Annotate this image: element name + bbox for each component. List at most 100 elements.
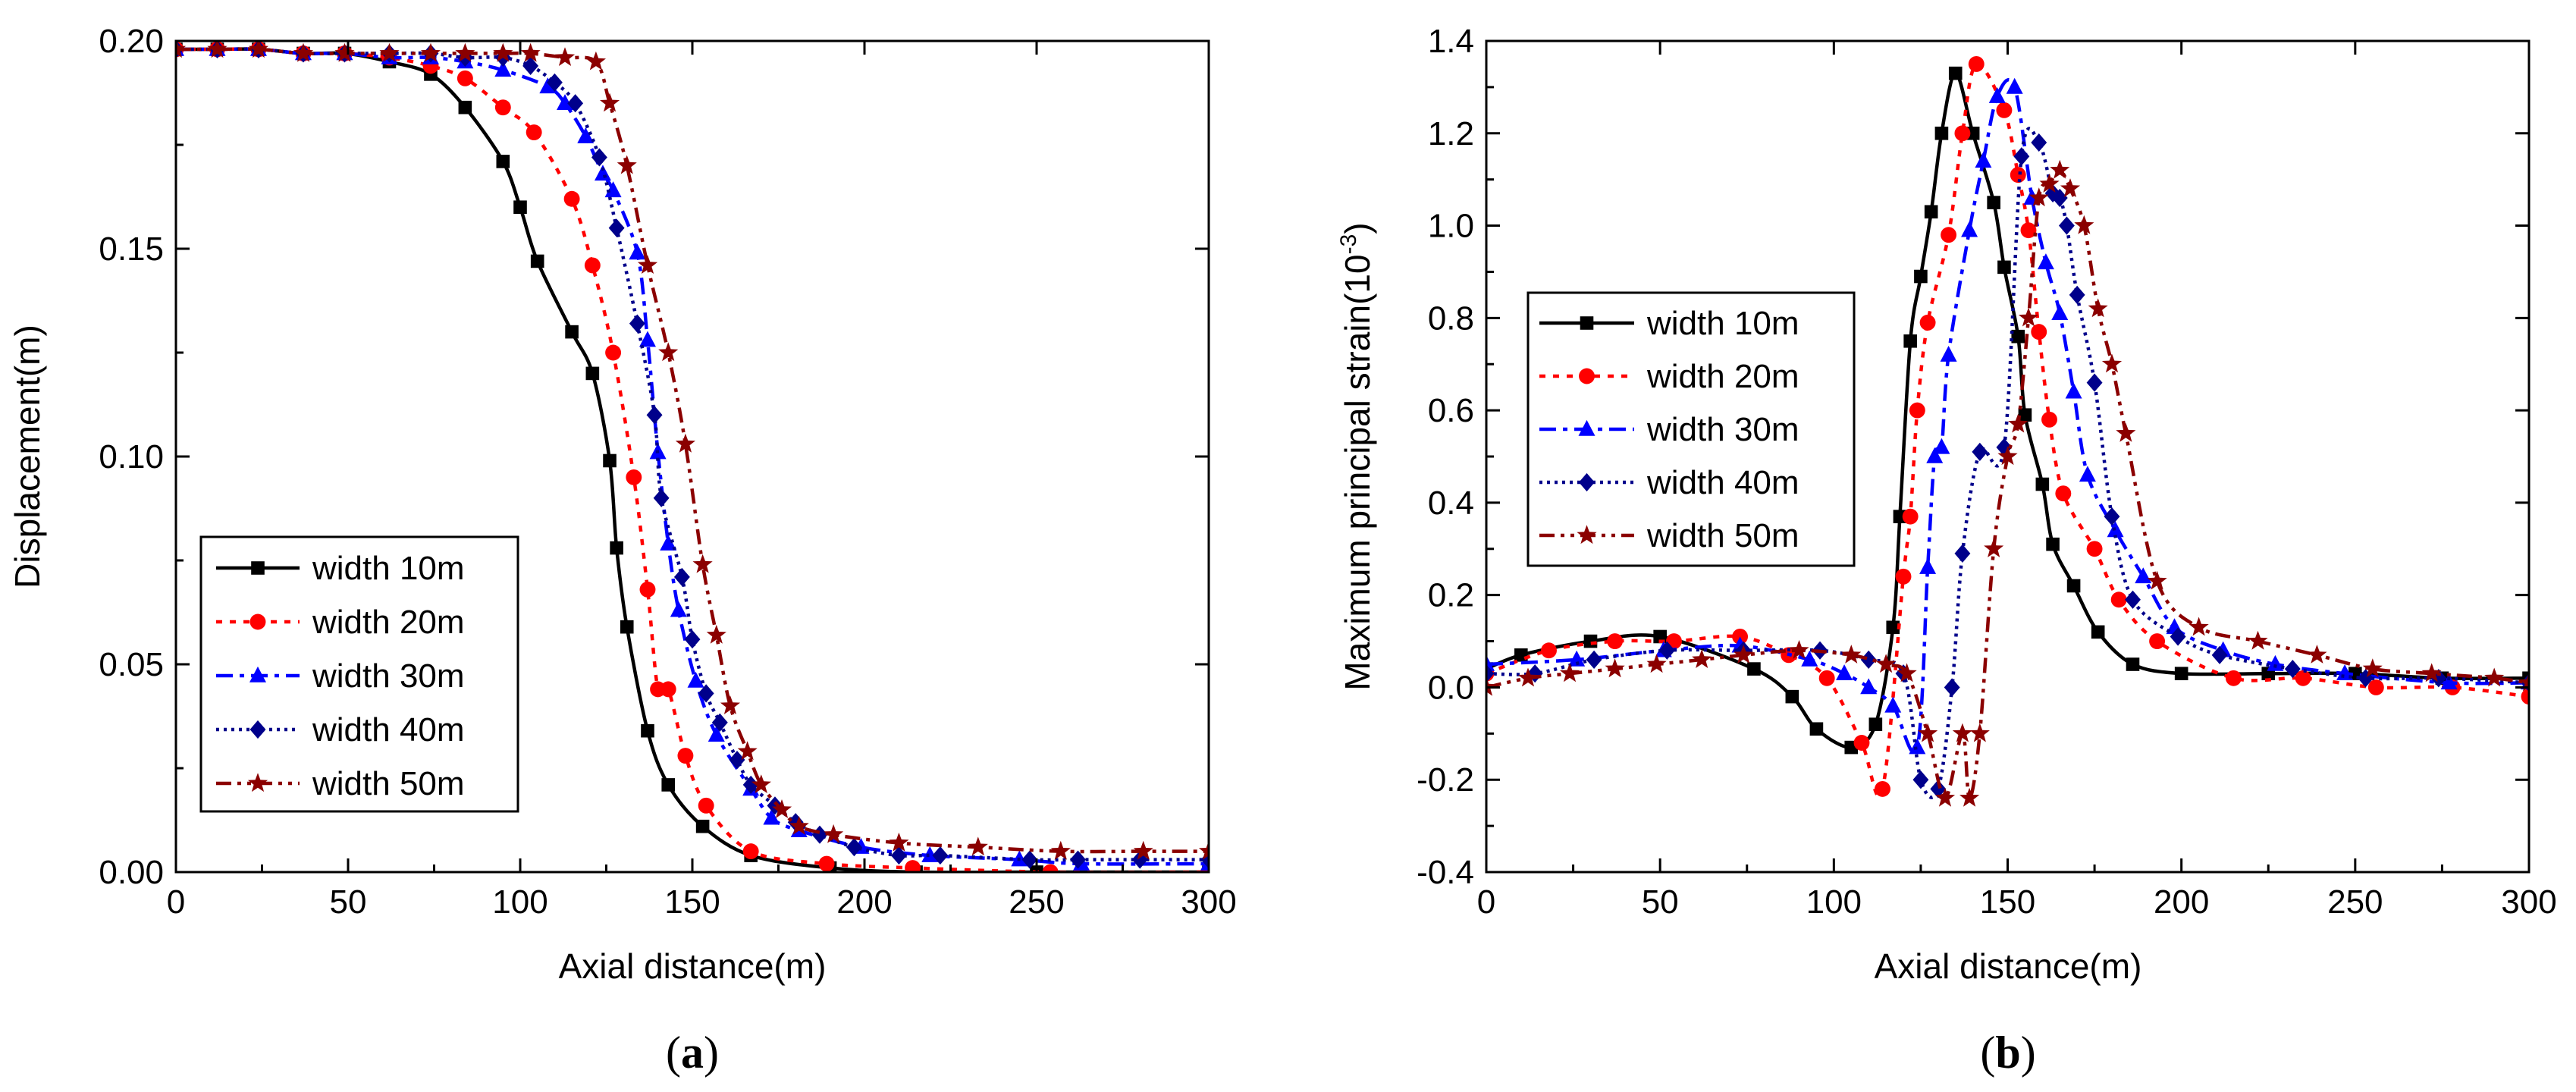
data-point-5-25-a (824, 824, 844, 843)
data-point-2-28-b (2367, 679, 2384, 695)
data-point-5-7-a (420, 42, 441, 62)
data-point-4-10-a (522, 56, 539, 75)
y-axis-title-b: Maximum principal strain(10-3) (1336, 222, 1377, 690)
data-point-5-17-a (675, 433, 695, 453)
data-point-3-5-b (1801, 650, 1818, 667)
data-point-2-9-a (494, 99, 511, 116)
data-point-3-22-b (2079, 466, 2096, 482)
panel-label-close-a: ) (704, 1028, 719, 1078)
data-point-2-21-a (818, 855, 835, 872)
legend-marker-5-a (247, 773, 268, 792)
panel-label-a: (a) (666, 1028, 719, 1078)
data-point-1-5-b (1747, 662, 1761, 676)
data-point-1-8-a (458, 100, 472, 115)
x-tick-label-b: 250 (2327, 883, 2383, 921)
data-point-5-11-a (554, 47, 576, 66)
series-4-a (176, 41, 1209, 869)
data-point-4-29-a (932, 846, 949, 865)
legend-marker-5-b (1577, 525, 1597, 544)
data-point-2-14-b (1941, 227, 1957, 243)
x-tick-label-b: 300 (2501, 883, 2556, 921)
x-tick-label-b: 200 (2154, 883, 2209, 921)
data-point-5-16-b (1969, 723, 1990, 742)
data-point-1-12-a (565, 325, 579, 339)
data-point-3-27-b (2267, 654, 2284, 671)
data-point-4-24-b (2170, 627, 2186, 646)
data-point-5-12-b (1918, 723, 1938, 742)
data-point-5-1-a (176, 41, 187, 58)
data-point-2-26-b (2225, 670, 2242, 686)
data-point-1-27-b (2174, 667, 2189, 680)
data-point-5-18-a (692, 554, 713, 573)
y-axis-title-exponent-b: -3 (1336, 234, 1361, 255)
data-point-4-24-a (767, 796, 783, 815)
data-point-3-28-b (2336, 664, 2354, 680)
series-layer-b (1486, 55, 2529, 807)
data-point-5-24-a (789, 816, 809, 835)
data-point-1-15-b (1934, 126, 1949, 140)
data-point-3-9-a (494, 61, 512, 77)
data-point-2-20-b (2031, 324, 2047, 340)
chart-panel-b: 0 50 100 150 200 250 300 -0.4-0.20.00.20.40.60… (1336, 23, 2557, 1078)
data-point-4-17-a (653, 488, 670, 507)
legend-marker-1-a (251, 561, 265, 575)
data-point-4-20-b (2069, 285, 2085, 304)
legend-entry-3-a: width 30m (216, 657, 465, 695)
data-point-5-6-a (379, 42, 400, 62)
data-point-5-7-b (1734, 645, 1754, 664)
data-point-4-7-b (1860, 650, 1877, 670)
data-point-5-14-b (1952, 723, 1972, 742)
data-point-1-6-b (1785, 689, 1799, 704)
legend-entry-5-a: width 50m (216, 765, 465, 802)
panel-label-open-a: ( (666, 1028, 681, 1078)
data-point-5-11-b (1897, 663, 1917, 682)
data-point-2-20-a (742, 843, 759, 860)
data-point-5-26-a (889, 832, 909, 852)
legend-entry-1-a: width 10m (216, 550, 465, 587)
legend-label-1-a: width 10m (312, 550, 465, 587)
data-point-2-10-b (1895, 568, 1912, 585)
data-point-1-13-a (585, 366, 600, 381)
data-point-2-18-b (2010, 167, 2026, 184)
data-point-5-3-a (248, 41, 268, 58)
data-point-5-26-b (2088, 298, 2108, 318)
data-point-2-21-b (2041, 411, 2057, 428)
data-point-4-22-b (2104, 507, 2120, 526)
data-point-3-13-b (1940, 345, 1957, 362)
x-tick-label-a: 200 (836, 883, 892, 921)
legend-label-2-a: width 20m (312, 604, 465, 641)
data-point-4-11-a (546, 73, 563, 92)
y-tick-label-b: 1.4 (1428, 23, 1474, 60)
data-point-4-32-a (1131, 850, 1148, 869)
data-point-3-21-a (708, 726, 725, 742)
data-point-4-16-b (2031, 133, 2047, 152)
data-point-3-15-a (629, 243, 646, 260)
data-point-3-7-b (1860, 678, 1878, 695)
data-point-4-9-b (1912, 770, 1929, 789)
data-point-3-20-b (2051, 304, 2069, 321)
data-point-4-19-b (2058, 216, 2075, 235)
data-point-5-23-b (2050, 159, 2070, 179)
y-tick-label-a: 0.15 (99, 231, 164, 268)
data-point-5-20-a (720, 695, 740, 714)
legend-label-1-b: width 10m (1646, 305, 1799, 342)
data-point-4-25-a (787, 813, 804, 832)
data-point-2-16-b (1968, 55, 1985, 72)
data-point-4-30-a (1021, 850, 1038, 869)
data-point-5-21-b (2028, 187, 2049, 207)
data-point-3-29-a (1200, 854, 1209, 871)
data-point-4-18-a (673, 567, 690, 587)
data-point-4-14-a (608, 218, 625, 237)
data-point-4-25-b (2211, 645, 2228, 664)
legend-label-5-a: width 50m (312, 765, 465, 802)
data-point-2-10-a (526, 124, 542, 141)
legend-entry-5-b: width 50m (1539, 517, 1799, 554)
data-point-4-15-b (2013, 147, 2030, 166)
data-point-5-29-b (2147, 570, 2167, 590)
legend-label-5-b: width 50m (1646, 517, 1799, 554)
data-point-5-22-a (751, 774, 771, 793)
panel-label-b: (b) (1980, 1028, 2035, 1078)
data-point-5-3-b (1559, 663, 1580, 682)
data-point-4-27-a (846, 838, 862, 857)
legend-entry-4-b: width 40m (1539, 464, 1799, 501)
